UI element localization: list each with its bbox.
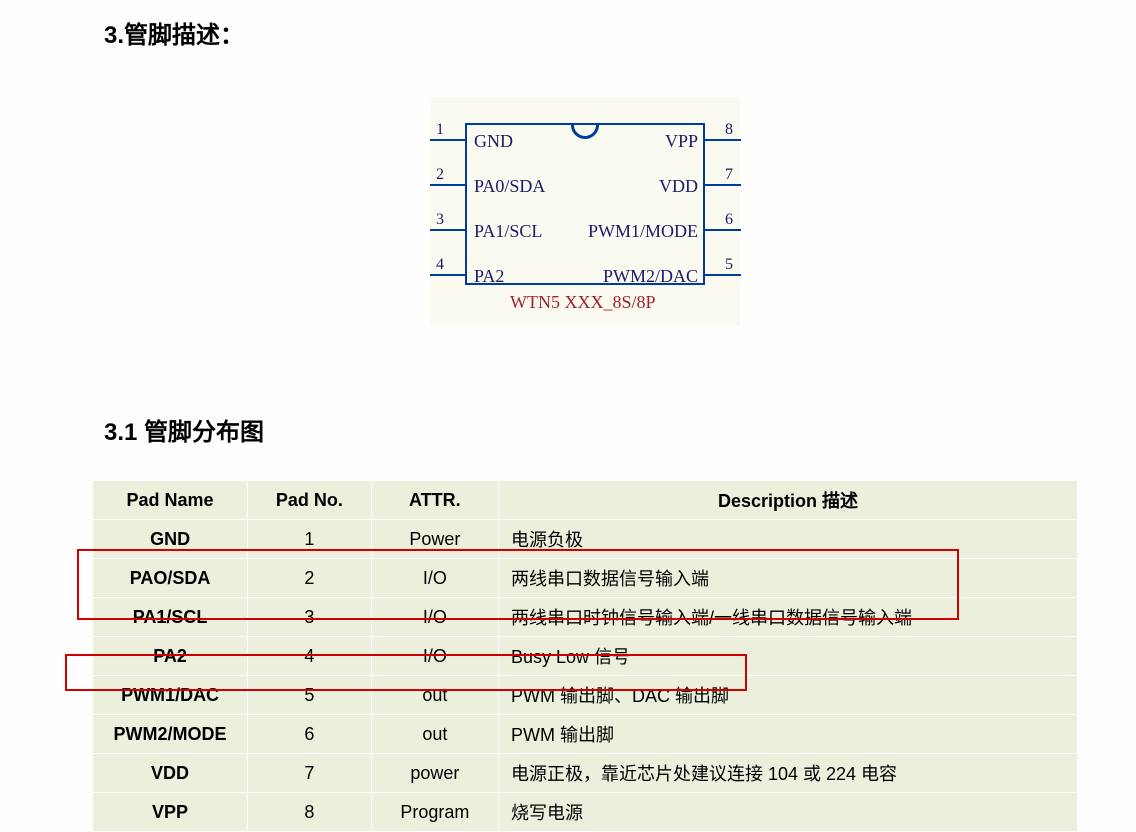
pin-line xyxy=(705,139,741,141)
cell-pad-no: 8 xyxy=(248,793,372,832)
pin-label: PA2 xyxy=(474,266,504,287)
cell-attr: Power xyxy=(371,520,498,559)
pin-line xyxy=(430,184,466,186)
pin-table: Pad Name Pad No. ATTR. Description 描述 GN… xyxy=(92,480,1078,832)
section-title-pin-layout: 3.1 管脚分布图 xyxy=(104,412,264,447)
col-pad-name: Pad Name xyxy=(93,481,248,520)
cell-pad-no: 4 xyxy=(248,637,372,676)
pin-label: GND xyxy=(474,131,513,152)
pin-number: 2 xyxy=(436,166,444,184)
pin-number: 7 xyxy=(725,166,733,184)
pin-number: 1 xyxy=(436,121,444,139)
chip-part-name: WTN5 XXX_8S/8P xyxy=(510,292,656,313)
cell-pad-no: 6 xyxy=(248,715,372,754)
cell-attr: I/O xyxy=(371,559,498,598)
table-row: VDD7power电源正极，靠近芯片处建议连接 104 或 224 电容 xyxy=(93,754,1078,793)
cell-desc: 电源正极，靠近芯片处建议连接 104 或 224 电容 xyxy=(498,754,1077,793)
chip-notch xyxy=(571,111,599,139)
pin-label: VDD xyxy=(659,176,698,197)
table-row: PA1/SCL3I/O两线串口时钟信号输入端/一线串口数据信号输入端 xyxy=(93,598,1078,637)
pin-number: 5 xyxy=(725,256,733,274)
cell-pad-name: PA2 xyxy=(93,637,248,676)
cell-desc: PWM 输出脚 xyxy=(498,715,1077,754)
cell-desc: 两线串口时钟信号输入端/一线串口数据信号输入端 xyxy=(498,598,1077,637)
pin-line xyxy=(705,229,741,231)
pin-label: PA1/SCL xyxy=(474,221,542,242)
pin-label: VPP xyxy=(665,131,698,152)
table-row: GND1Power电源负极 xyxy=(93,520,1078,559)
cell-desc: Busy Low 信号 xyxy=(498,637,1077,676)
table-row: PAO/SDA2I/O两线串口数据信号输入端 xyxy=(93,559,1078,598)
pin-label: PWM1/MODE xyxy=(588,221,698,242)
pin-line xyxy=(430,274,466,276)
cell-desc: 烧写电源 xyxy=(498,793,1077,832)
pin-line xyxy=(430,139,466,141)
cell-pad-name: VDD xyxy=(93,754,248,793)
table-row: PWM1/DAC5outPWM 输出脚、DAC 输出脚 xyxy=(93,676,1078,715)
cell-desc: PWM 输出脚、DAC 输出脚 xyxy=(498,676,1077,715)
cell-attr: power xyxy=(371,754,498,793)
section-title-pin-desc: 3.管脚描述： xyxy=(104,15,244,50)
cell-attr: out xyxy=(371,715,498,754)
cell-pad-name: PAO/SDA xyxy=(93,559,248,598)
pin-line xyxy=(430,229,466,231)
col-description: Description 描述 xyxy=(498,481,1077,520)
cell-pad-name: PWM2/MODE xyxy=(93,715,248,754)
table-row: PA24I/OBusy Low 信号 xyxy=(93,637,1078,676)
pin-line xyxy=(705,184,741,186)
cell-attr: Program xyxy=(371,793,498,832)
pin-number: 6 xyxy=(725,211,733,229)
cell-attr: I/O xyxy=(371,637,498,676)
cell-pad-name: PWM1/DAC xyxy=(93,676,248,715)
pin-line xyxy=(705,274,741,276)
pin-label: PWM2/DAC xyxy=(603,266,698,287)
cell-pad-no: 5 xyxy=(248,676,372,715)
col-pad-no: Pad No. xyxy=(248,481,372,520)
table-row: VPP8Program烧写电源 xyxy=(93,793,1078,832)
cell-pad-name: GND xyxy=(93,520,248,559)
pin-number: 8 xyxy=(725,121,733,139)
cell-pad-no: 2 xyxy=(248,559,372,598)
table-row: PWM2/MODE6outPWM 输出脚 xyxy=(93,715,1078,754)
cell-desc: 电源负极 xyxy=(498,520,1077,559)
cell-pad-no: 3 xyxy=(248,598,372,637)
chip-diagram: 1 GND 2 PA0/SDA 3 PA1/SCL 4 PA2 8 VPP 7 VDD 6 PWM1/MO… xyxy=(430,97,740,326)
pin-label: PA0/SDA xyxy=(474,176,545,197)
cell-pad-no: 7 xyxy=(248,754,372,793)
pin-number: 3 xyxy=(436,211,444,229)
cell-pad-name: PA1/SCL xyxy=(93,598,248,637)
col-attr: ATTR. xyxy=(371,481,498,520)
cell-desc: 两线串口数据信号输入端 xyxy=(498,559,1077,598)
cell-pad-no: 1 xyxy=(248,520,372,559)
cell-attr: I/O xyxy=(371,598,498,637)
cell-pad-name: VPP xyxy=(93,793,248,832)
cell-attr: out xyxy=(371,676,498,715)
pin-number: 4 xyxy=(436,256,444,274)
table-header-row: Pad Name Pad No. ATTR. Description 描述 xyxy=(93,481,1078,520)
